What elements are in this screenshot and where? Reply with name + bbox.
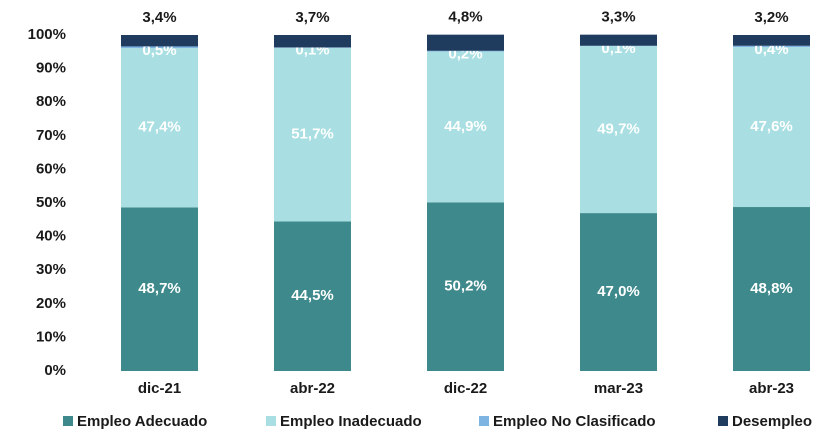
value-label: 48,8% — [750, 280, 793, 297]
legend-label: Empleo Inadecuado — [280, 413, 422, 430]
value-label: 44,9% — [444, 118, 487, 135]
y-tick-label: 100% — [28, 26, 66, 43]
value-label: 3,3% — [601, 9, 635, 26]
bar-segment — [580, 34, 657, 46]
x-tick-label: dic-22 — [444, 380, 487, 397]
value-label: 3,2% — [754, 9, 788, 26]
bar-segment — [580, 213, 657, 371]
y-tick-label: 80% — [36, 93, 66, 110]
bar-segment — [733, 207, 810, 371]
y-tick-label: 60% — [36, 160, 66, 177]
legend-swatch — [479, 416, 489, 426]
bar-segment — [733, 47, 810, 208]
x-tick-label: mar-23 — [594, 380, 643, 397]
y-tick-label: 90% — [36, 60, 66, 77]
y-tick-label: 30% — [36, 261, 66, 278]
bar-segment — [733, 45, 810, 48]
x-tick-label: abr-23 — [749, 380, 794, 397]
value-label: 3,4% — [142, 9, 176, 26]
legend-label: Empleo No Clasificado — [493, 413, 656, 430]
bar-segment — [427, 34, 504, 51]
legend-label: Empleo Adecuado — [77, 413, 207, 430]
bar-segment — [427, 202, 504, 371]
x-tick-label: dic-21 — [138, 380, 181, 397]
value-label: 4,8% — [448, 9, 482, 26]
value-label: 3,7% — [295, 9, 329, 26]
value-label: 51,7% — [291, 126, 334, 143]
bar-segment — [733, 35, 810, 46]
bar-segment — [427, 51, 504, 203]
bar-segment — [121, 207, 198, 371]
bar-segment — [274, 47, 351, 222]
bar-segment — [121, 48, 198, 208]
value-label: 47,4% — [138, 119, 181, 136]
value-label: 47,0% — [597, 283, 640, 300]
value-label: 50,2% — [444, 278, 487, 295]
bar-segment — [274, 35, 351, 48]
legend-swatch — [63, 416, 73, 426]
y-tick-label: 70% — [36, 127, 66, 144]
y-tick-label: 50% — [36, 194, 66, 211]
bar-segment — [121, 35, 198, 47]
value-label: 47,6% — [750, 118, 793, 135]
legend-label: Desempleo — [732, 413, 812, 430]
bar-segment — [274, 221, 351, 371]
bar-segment — [121, 46, 198, 49]
legend-swatch — [266, 416, 276, 426]
bar-segment — [580, 46, 657, 214]
value-label: 48,7% — [138, 280, 181, 297]
y-tick-label: 10% — [36, 328, 66, 345]
y-tick-label: 40% — [36, 228, 66, 245]
legend-swatch — [718, 416, 728, 426]
value-label: 49,7% — [597, 121, 640, 138]
x-tick-label: abr-22 — [290, 380, 335, 397]
value-label: 44,5% — [291, 287, 334, 304]
bar-segment — [427, 50, 504, 52]
y-tick-label: 20% — [36, 295, 66, 312]
y-tick-label: 0% — [44, 362, 66, 379]
